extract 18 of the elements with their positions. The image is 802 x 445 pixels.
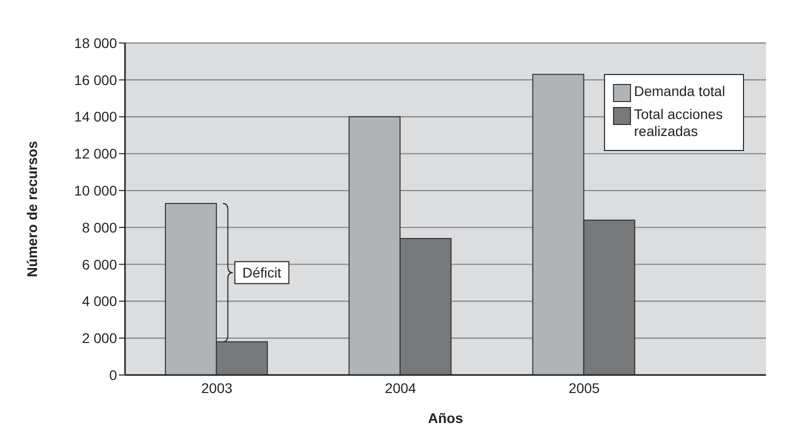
y-tick-label: 6 000 <box>82 256 118 272</box>
y-tick-label: 14 000 <box>74 108 118 125</box>
x-tick-label: 2004 <box>384 380 416 396</box>
x-tick-label: 2003 <box>201 380 233 396</box>
y-tick-label: 16 000 <box>74 72 118 88</box>
y-tick-label: 10 000 <box>74 182 118 199</box>
y-axis-title: Número de recursos <box>24 140 40 278</box>
legend-label: Demanda total <box>634 83 726 100</box>
y-tick-label: 4 000 <box>82 293 118 310</box>
x-tick-label: 2005 <box>568 380 600 396</box>
y-tick-label: 18 000 <box>74 34 118 51</box>
x-axis-title: Años <box>428 410 464 426</box>
y-tick-label: 8 000 <box>82 219 118 236</box>
y-tick-label: 0 <box>109 366 118 383</box>
annotation: Déficit <box>242 264 282 281</box>
y-tick-label: 12 000 <box>74 146 118 162</box>
legend-label: Total acciones realizadas <box>634 106 724 140</box>
y-tick-label: 2 000 <box>82 330 118 346</box>
